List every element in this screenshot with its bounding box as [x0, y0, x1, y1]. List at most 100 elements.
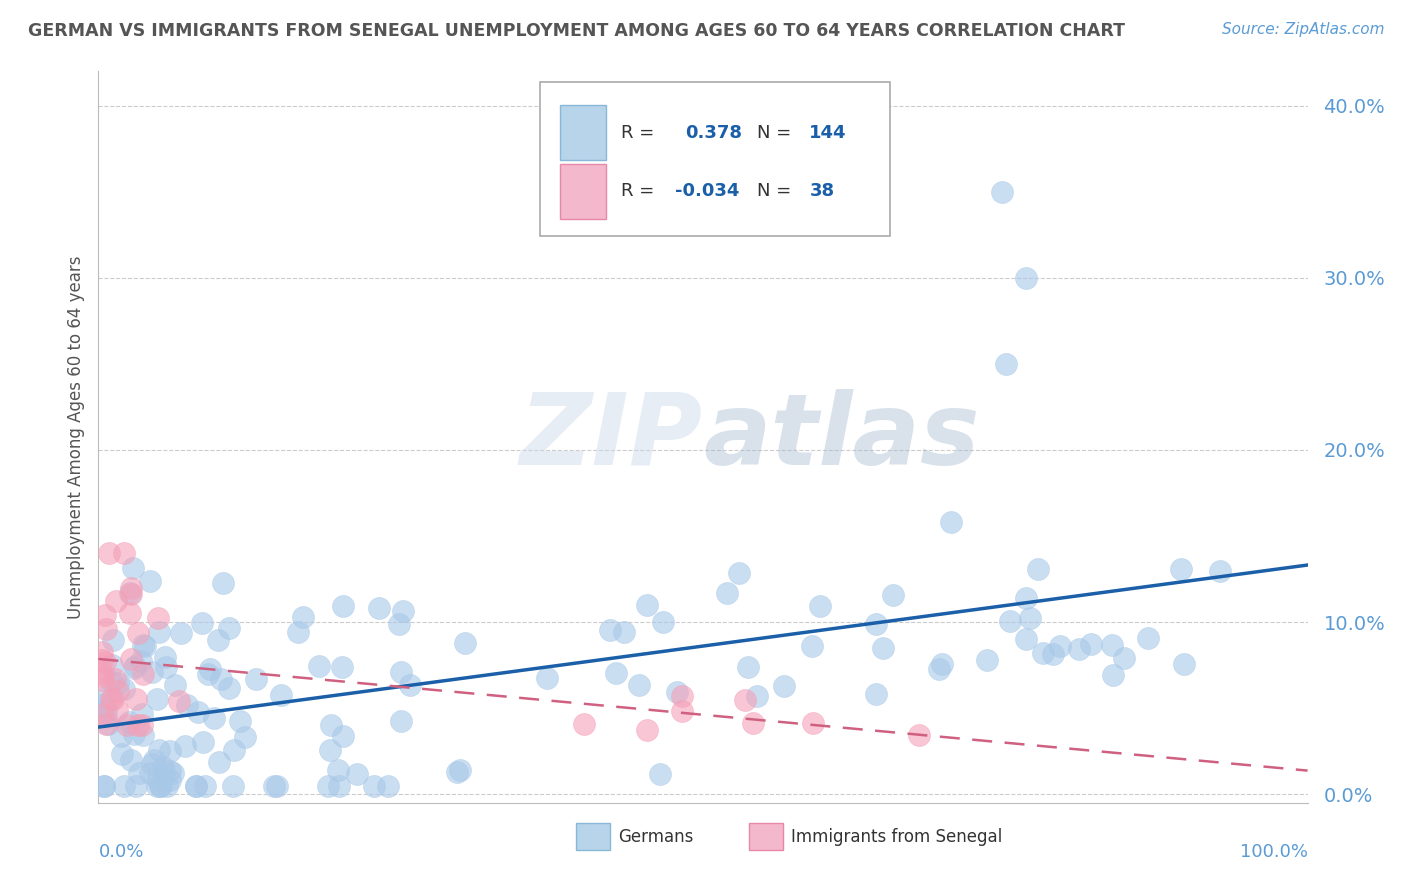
Point: [122, 727, 145, 741]
Point: [1137, 631, 1160, 645]
Point: [671, 704, 693, 718]
Point: [1026, 562, 1049, 576]
Point: [931, 657, 953, 671]
Point: [742, 716, 765, 731]
Point: [229, 714, 252, 728]
Text: 0.378: 0.378: [685, 124, 742, 142]
Point: [292, 610, 315, 624]
Point: [118, 586, 141, 600]
Point: [245, 673, 267, 687]
Point: [1101, 638, 1123, 652]
Point: [169, 694, 191, 708]
Point: [159, 764, 181, 778]
Point: [202, 711, 225, 725]
Point: [93, 779, 115, 793]
Point: [287, 625, 309, 640]
Point: [124, 658, 146, 673]
Point: [865, 687, 887, 701]
Point: [120, 606, 142, 620]
Point: [94, 607, 117, 622]
Point: [94, 717, 117, 731]
Point: [112, 681, 135, 696]
Y-axis label: Unemployment Among Ages 60 to 64 years: Unemployment Among Ages 60 to 64 years: [66, 255, 84, 619]
Point: [636, 598, 658, 612]
Point: [194, 779, 217, 793]
Point: [332, 599, 354, 613]
Point: [599, 623, 621, 637]
Point: [191, 734, 214, 748]
FancyBboxPatch shape: [561, 164, 606, 219]
Point: [184, 779, 207, 793]
Point: [389, 665, 412, 679]
Point: [233, 730, 256, 744]
Point: [991, 185, 1014, 199]
Point: [941, 515, 963, 529]
Point: [191, 616, 214, 631]
Point: [1014, 271, 1036, 285]
Point: [319, 718, 342, 732]
Point: [107, 684, 129, 698]
Point: [104, 673, 127, 687]
Point: [134, 639, 156, 653]
Point: [650, 767, 672, 781]
FancyBboxPatch shape: [749, 822, 783, 850]
Point: [266, 779, 288, 793]
Point: [94, 709, 117, 723]
Point: [865, 617, 887, 632]
Point: [107, 676, 129, 690]
Point: [159, 744, 181, 758]
Point: [111, 747, 134, 761]
Point: [174, 739, 197, 753]
Text: R =: R =: [621, 182, 654, 201]
Point: [131, 718, 153, 732]
Point: [100, 692, 122, 706]
Text: GERMAN VS IMMIGRANTS FROM SENEGAL UNEMPLOYMENT AMONG AGES 60 TO 64 YEARS CORRELA: GERMAN VS IMMIGRANTS FROM SENEGAL UNEMPL…: [28, 22, 1125, 40]
Point: [671, 689, 693, 703]
Point: [131, 667, 153, 681]
Point: [1032, 646, 1054, 660]
Point: [998, 614, 1021, 628]
Point: [143, 754, 166, 768]
FancyBboxPatch shape: [576, 822, 610, 850]
Text: -0.034: -0.034: [675, 182, 740, 201]
Point: [152, 760, 174, 774]
Point: [128, 766, 150, 780]
Point: [93, 779, 115, 793]
Point: [446, 765, 468, 780]
Point: [808, 599, 831, 613]
Point: [120, 753, 142, 767]
Point: [127, 718, 149, 732]
Point: [572, 717, 595, 731]
Point: [994, 357, 1017, 371]
Point: [1049, 640, 1071, 654]
Point: [270, 688, 292, 702]
Point: [169, 626, 191, 640]
Point: [330, 659, 353, 673]
Point: [613, 624, 636, 639]
Point: [94, 655, 117, 669]
Point: [132, 728, 155, 742]
Point: [165, 678, 187, 692]
Point: [118, 714, 141, 729]
Text: atlas: atlas: [703, 389, 980, 485]
Point: [391, 604, 413, 618]
Point: [1067, 642, 1090, 657]
Point: [454, 635, 477, 649]
Point: [94, 690, 117, 705]
Text: ZIP: ZIP: [520, 389, 703, 485]
Point: [734, 693, 756, 707]
Point: [221, 779, 243, 793]
Point: [1170, 562, 1192, 576]
Point: [127, 626, 149, 640]
Point: [727, 566, 749, 580]
Point: [1114, 650, 1136, 665]
Point: [91, 645, 114, 659]
Point: [198, 662, 221, 676]
Point: [101, 632, 124, 647]
Text: 144: 144: [810, 124, 846, 142]
Point: [91, 669, 114, 683]
Point: [112, 546, 135, 560]
Point: [148, 743, 170, 757]
Point: [91, 652, 114, 666]
Point: [332, 729, 354, 743]
